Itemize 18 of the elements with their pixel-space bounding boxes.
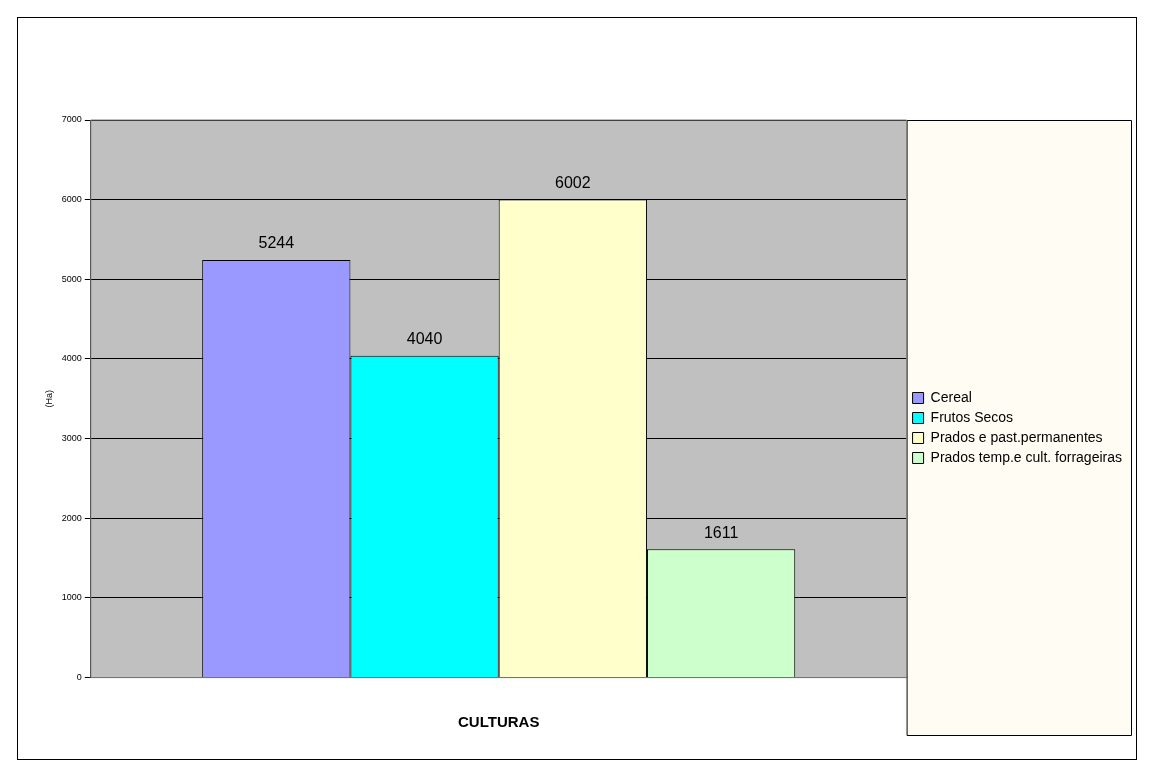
legend-label: Prados e past.permanentes xyxy=(930,428,1103,445)
y-tick-label: 2000 xyxy=(61,512,82,523)
y-tick-label: 3000 xyxy=(61,433,82,444)
y-axis-title: (Ha) xyxy=(43,390,54,408)
legend-label: Cereal xyxy=(930,388,972,405)
y-tick-label: 1000 xyxy=(61,592,82,603)
y-tick-label: 4000 xyxy=(61,353,82,364)
data-label: 5244 xyxy=(258,234,295,252)
legend-label: Frutos Secos xyxy=(930,408,1014,425)
y-tick-label: 6000 xyxy=(61,194,82,205)
x-axis-title: CULTURAS xyxy=(458,713,540,731)
y-tick-label: 0 xyxy=(76,672,82,683)
legend-label: Prados temp.e cult. forrageiras xyxy=(930,448,1122,465)
data-label: 4040 xyxy=(406,330,443,348)
y-tick-label: 7000 xyxy=(61,114,82,125)
data-label: 6002 xyxy=(555,173,591,191)
data-label: 1611 xyxy=(703,523,739,541)
y-tick-label: 5000 xyxy=(61,273,82,284)
